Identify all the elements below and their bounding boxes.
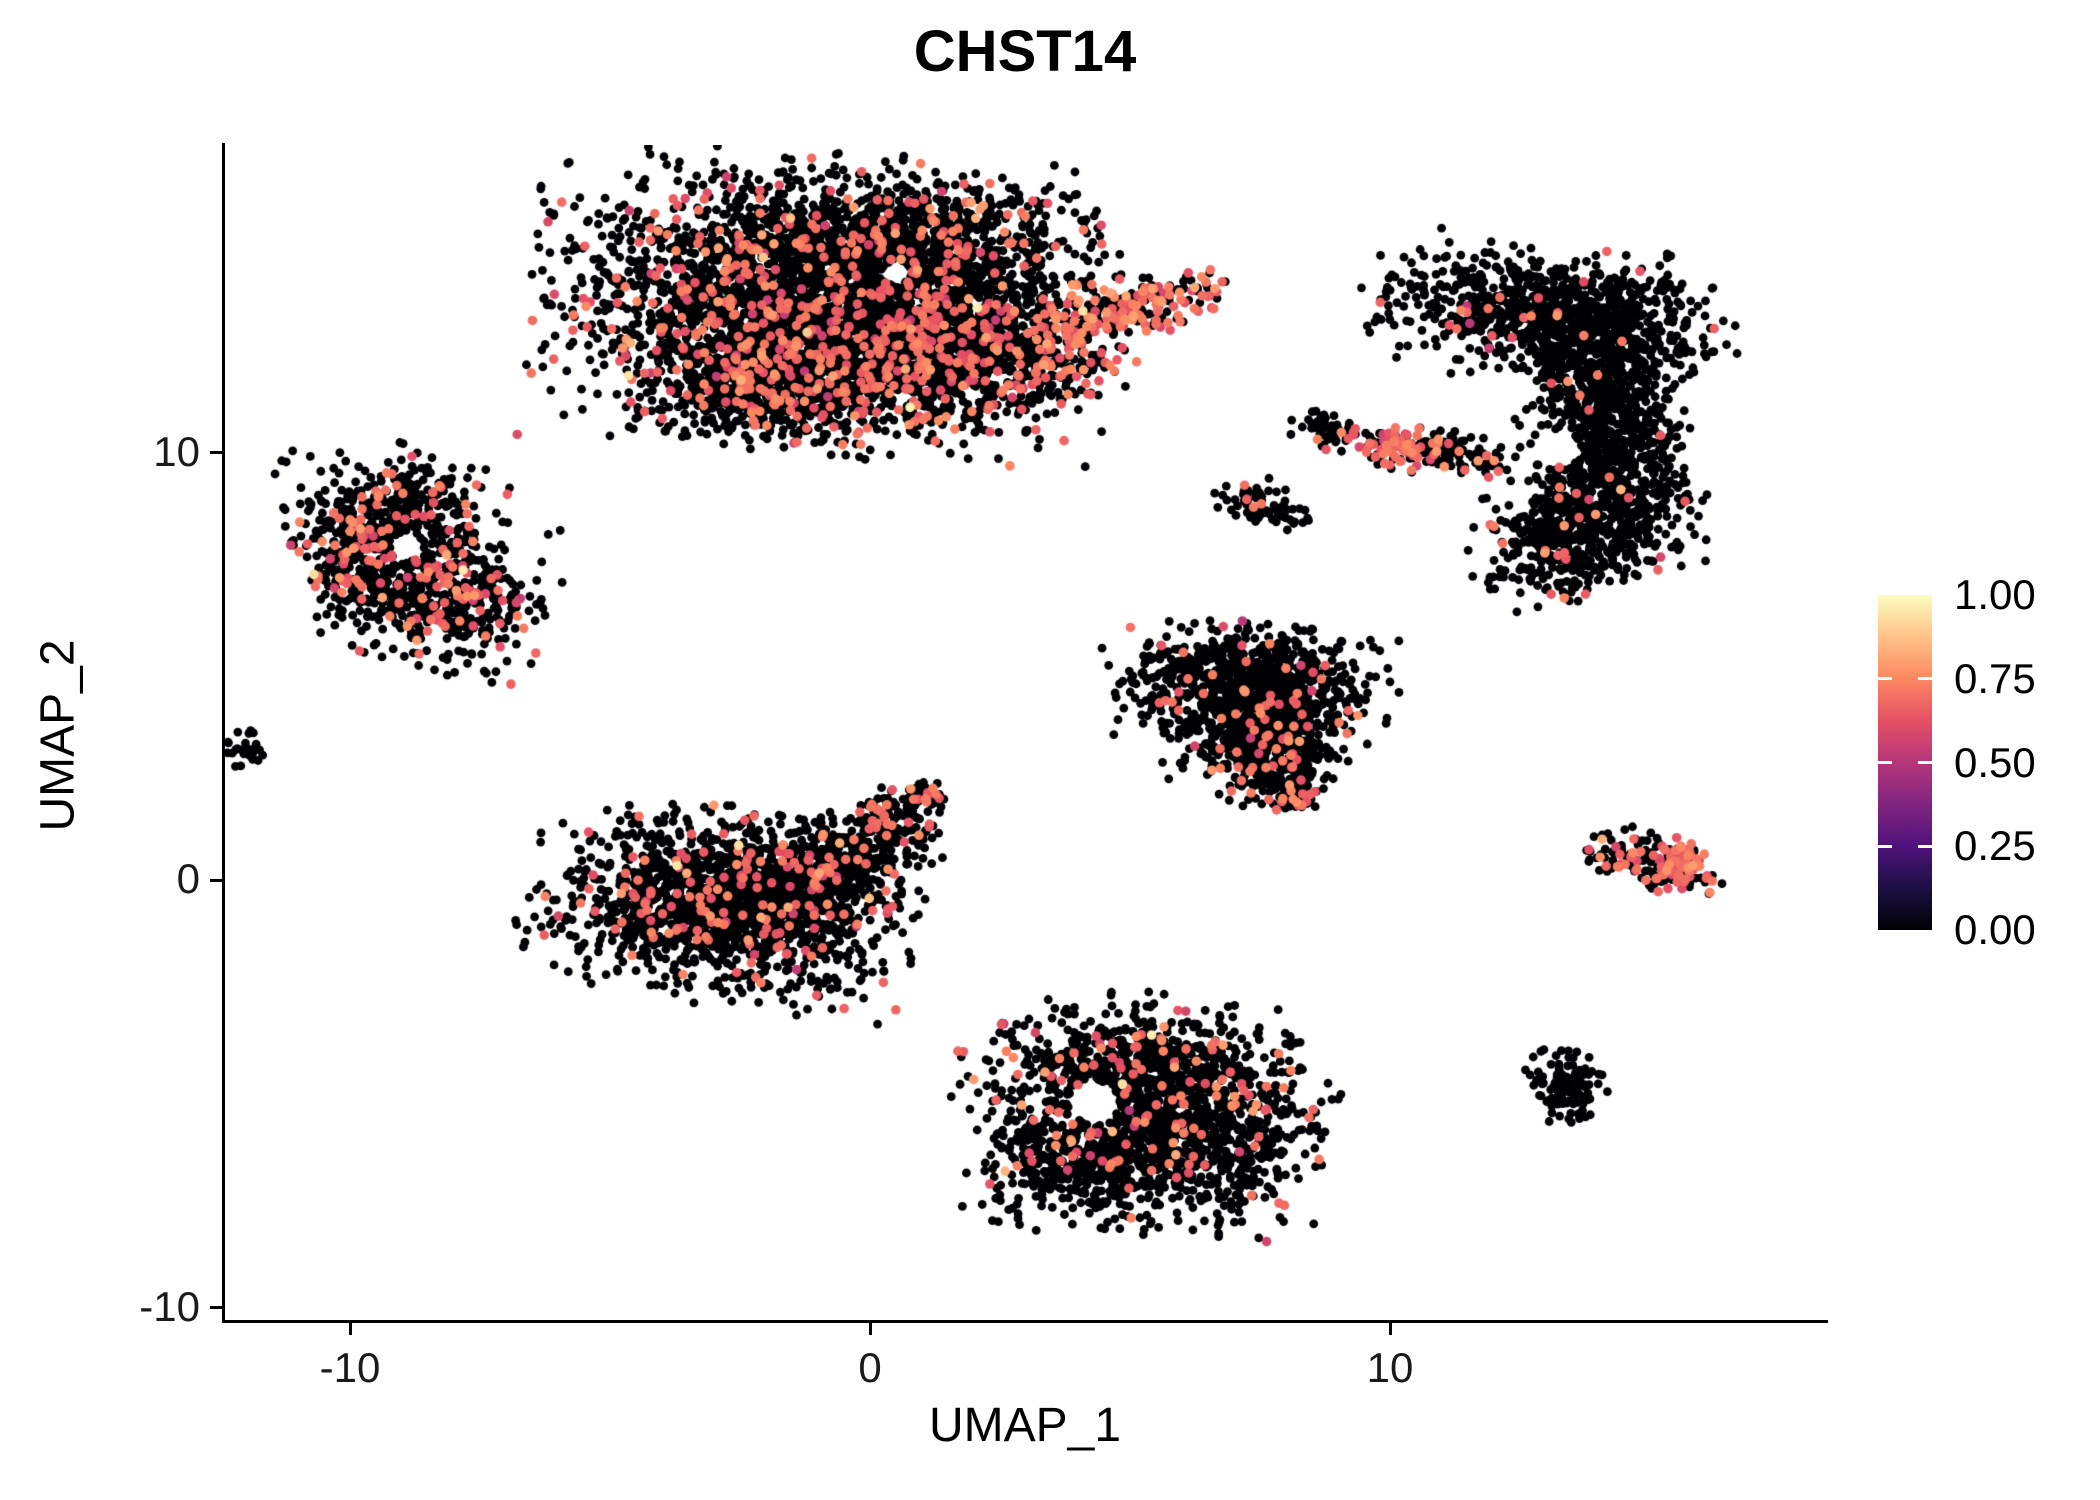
legend-tick-label: 0.50 [1954,738,2036,786]
legend-tick-mark [1918,844,1932,848]
legend-tick-label: 0.75 [1954,654,2036,702]
y-axis-title: UMAP_2 [31,639,85,832]
legend-tick-mark [1878,761,1892,764]
legend-tick-mark [1878,844,1892,848]
x-tick-mark [1388,1322,1392,1335]
y-axis-line [222,143,225,1323]
y-tick-mark [210,1306,223,1310]
y-tick-label: 10 [153,427,200,475]
umap-canvas [225,145,1825,1320]
x-axis-title: UMAP_1 [928,1399,1122,1452]
legend-tick-label: 0.25 [1954,822,2036,870]
chart-title: CHST14 [913,19,1137,84]
y-tick-mark [210,878,223,882]
x-tick-label: 0 [858,1344,882,1391]
x-tick-mark [868,1322,872,1335]
y-tick-label: -10 [139,1282,200,1330]
legend-tick-mark [1878,677,1892,681]
x-tick-label: 10 [1366,1344,1414,1391]
x-tick-mark [348,1322,352,1335]
y-tick-label: 0 [176,855,200,902]
legend-tick-label: 1.00 [1954,571,2036,618]
legend-tick-label: 0.00 [1954,906,2036,953]
x-axis-line [222,1320,1828,1323]
x-tick-label: -10 [319,1344,381,1391]
legend-tick-mark [1918,761,1932,764]
legend-tick-mark [1918,677,1932,681]
y-tick-mark [210,451,223,454]
